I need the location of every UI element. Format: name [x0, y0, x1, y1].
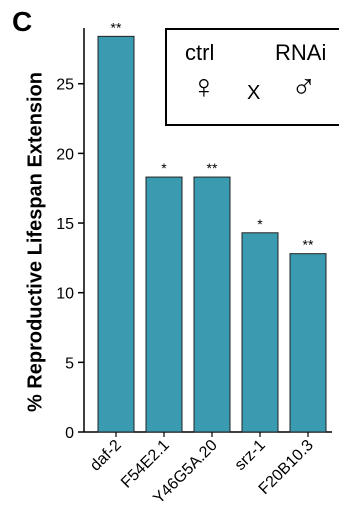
significance-marker: **	[207, 160, 218, 176]
x-tick-label: daf-2	[87, 437, 125, 475]
significance-marker: **	[303, 237, 314, 253]
y-tick-label: 10	[56, 286, 74, 303]
x-tick-label: srz-1	[232, 437, 269, 474]
y-tick-label: 5	[65, 355, 74, 372]
legend-ctrl-label: ctrl	[185, 40, 215, 65]
panel-label: C	[12, 6, 33, 37]
female-symbol-icon: ♀	[191, 68, 217, 106]
bar-srz-1	[241, 232, 279, 433]
y-tick-label: 25	[56, 77, 74, 94]
y-tick-label: 15	[56, 216, 74, 233]
bar-daf-2	[97, 35, 135, 433]
significance-marker: *	[257, 216, 263, 232]
significance-marker: **	[111, 19, 122, 35]
legend-rnai-label: RNAi	[275, 40, 327, 65]
male-symbol-icon: ♂	[291, 68, 317, 106]
significance-marker: *	[161, 160, 167, 176]
bar-F54E2.1	[145, 176, 183, 433]
legend-cross-symbol: X	[247, 82, 261, 104]
bar-Y46G5A.20	[193, 176, 231, 433]
legend-box: ctrl RNAi ♀ X ♂	[165, 28, 339, 126]
y-tick-label: 20	[56, 146, 74, 163]
bar-F20B10.3	[289, 253, 327, 433]
y-tick-label: 0	[65, 425, 74, 442]
